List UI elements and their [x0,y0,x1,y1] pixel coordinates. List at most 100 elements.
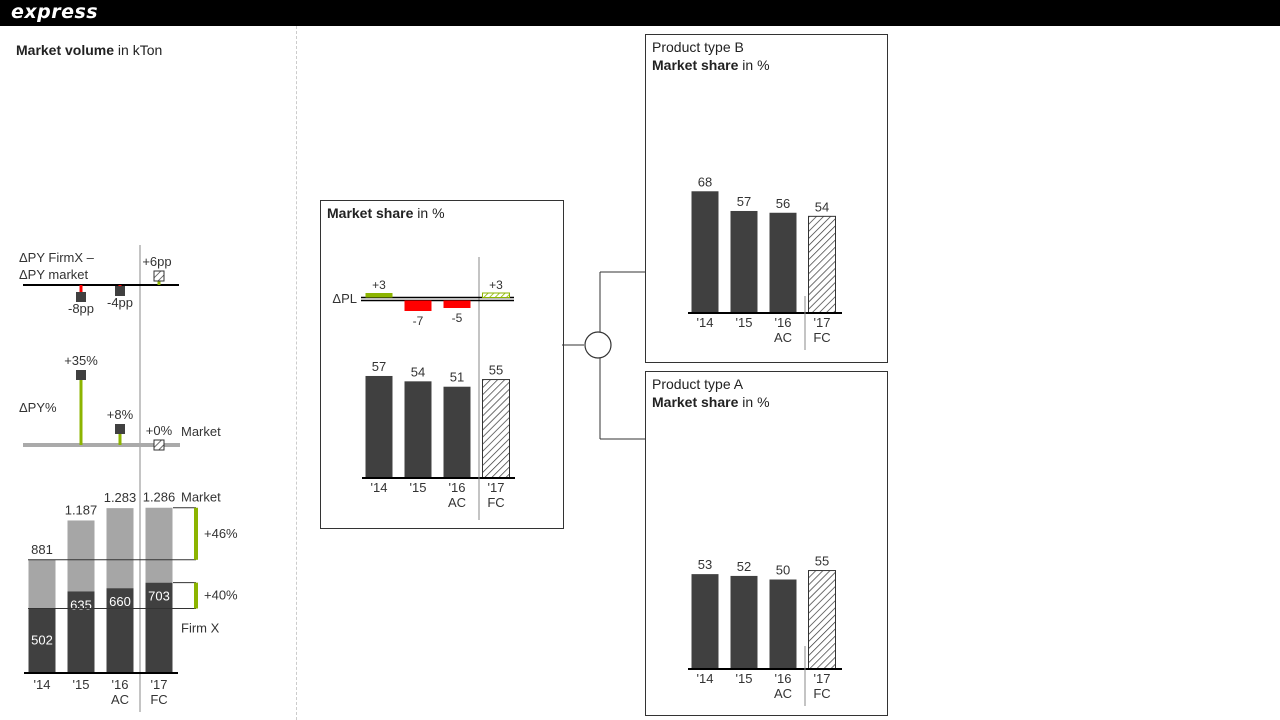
center-panel: Market share in % [320,200,564,529]
left-market-delta-bar [194,507,198,560]
center-tick-2: '16 [449,480,466,495]
left-title-bold: Market volume [16,42,115,58]
panel-b-value-2: 56 [776,196,790,211]
panel-a-title-line1: Product type A [652,376,744,392]
panel-a-title-unit: in % [738,394,770,410]
left-market-value-1: 1.187 [65,502,98,517]
left-chart-title: Market volume in kTon [16,42,162,58]
center-dpl-value-1: -7 [413,314,424,328]
center-dpl-bar-1 [404,300,432,311]
center-bar-2 [443,386,471,478]
center-dpl-value-3: +3 [489,278,503,292]
diff-label-line2: ΔPY market [19,267,89,282]
diff-head-2 [153,270,165,282]
center-tick-3: '17 [488,480,505,495]
panel-b-title: Product type B Market share in % [652,38,770,74]
brand-logo: express [11,1,99,23]
center-tick-0: '14 [371,480,388,495]
panel-a-tick-1: '15 [736,671,753,686]
center-value-2: 51 [450,370,464,385]
panel-a-tick-2: '16 [775,671,792,686]
dpy-value-2: +0% [146,423,173,438]
left-tick-0: '14 [34,677,51,692]
panel-b-title-line1: Product type B [652,39,744,55]
center-bar-1 [404,381,432,478]
panel-product-b: Product type B Market share in % [645,34,888,363]
panel-b-bar-0 [691,191,719,313]
diff-head-1 [115,286,125,296]
dpy-value-0: +35% [64,353,98,368]
left-market-series-label: Market [181,490,221,505]
left-firm-bar-0 [28,608,56,673]
diff-label-line1: ΔPY FirmX – [19,250,95,265]
left-market-bar-0 [28,559,56,609]
panel-b-tick-3: '17 [814,315,831,330]
diff-value-0: -8pp [68,301,94,316]
panel-b-title-unit: in % [738,57,770,73]
panel-b-tick-2: '16 [775,315,792,330]
center-tick-sub-2: AC [448,495,466,510]
center-panel-title: Market share in % [327,204,445,222]
left-firm-value-0: 502 [31,632,53,647]
panel-b-tick-1: '15 [736,315,753,330]
panel-a-title-bold: Market share [652,394,739,410]
center-dpl-value-0: +3 [372,278,386,292]
diff-head-0 [76,292,86,302]
dpy-label: ΔPY% [19,400,57,415]
center-value-3: 55 [489,363,503,378]
header-bar: express [0,0,1280,26]
center-value-0: 57 [372,359,386,374]
panel-b-tick-0: '14 [697,315,714,330]
dpy-head-1 [115,424,125,434]
left-market-delta-label: +46% [204,526,238,541]
panel-a-value-0: 53 [698,557,712,572]
connector-node [584,331,612,359]
panel-b-value-1: 57 [737,194,751,209]
panel-b-bar-2 [769,212,797,313]
left-firm-value-3: 703 [148,589,170,604]
panel-a-tick-sub-3: FC [813,686,830,701]
dpy-market-label: Market [181,424,221,439]
dpy-head-0 [76,370,86,380]
panel-a-tick-0: '14 [697,671,714,686]
left-firm-bar-2 [106,588,134,673]
panel-a-value-1: 52 [737,559,751,574]
panel-a-bar-1 [730,575,758,669]
left-firm-delta-label: +40% [204,588,238,603]
diff-value-2: +6pp [142,254,171,269]
panel-a-bar-3 [808,570,836,670]
panel-a-value-2: 50 [776,563,790,578]
panel-a-bar-0 [691,574,719,669]
left-firm-series-label: Firm X [181,621,220,636]
panel-b-bar-3 [808,215,836,314]
panel-b-value-3: 54 [815,199,829,214]
diff-value-1: -4pp [107,295,133,310]
left-market-bar-1 [67,520,95,592]
center-dpl-bar-3 [482,292,510,298]
left-tick-1: '15 [73,677,90,692]
left-title-unit: in kTon [114,42,163,58]
section-divider [296,26,297,720]
panel-a-bar-2 [769,579,797,669]
panel-b-tick-sub-3: FC [813,330,830,345]
panel-b-bar-1 [730,210,758,313]
panel-a-tick-sub-2: AC [774,686,792,701]
center-bar-3 [482,379,510,479]
dpy-value-1: +8% [107,407,134,422]
panel-b-tick-sub-2: AC [774,330,792,345]
left-firm-value-2: 660 [109,594,131,609]
center-bar-0 [365,375,393,478]
dpy-head-2 [153,439,165,451]
left-firm-bar-1 [67,591,95,673]
left-market-value-2: 1.283 [104,490,137,505]
left-firm-delta-bar [194,582,198,609]
left-market-value-0: 881 [31,542,53,557]
left-firm-bar-3 [145,582,173,673]
panel-a-title: Product type A Market share in % [652,375,770,411]
center-dpl-label: ΔPL [332,291,357,306]
center-title-bold: Market share [327,205,414,221]
center-tick-sub-3: FC [487,495,504,510]
panel-a-value-3: 55 [815,554,829,569]
center-dpl-bar-0 [365,293,393,298]
